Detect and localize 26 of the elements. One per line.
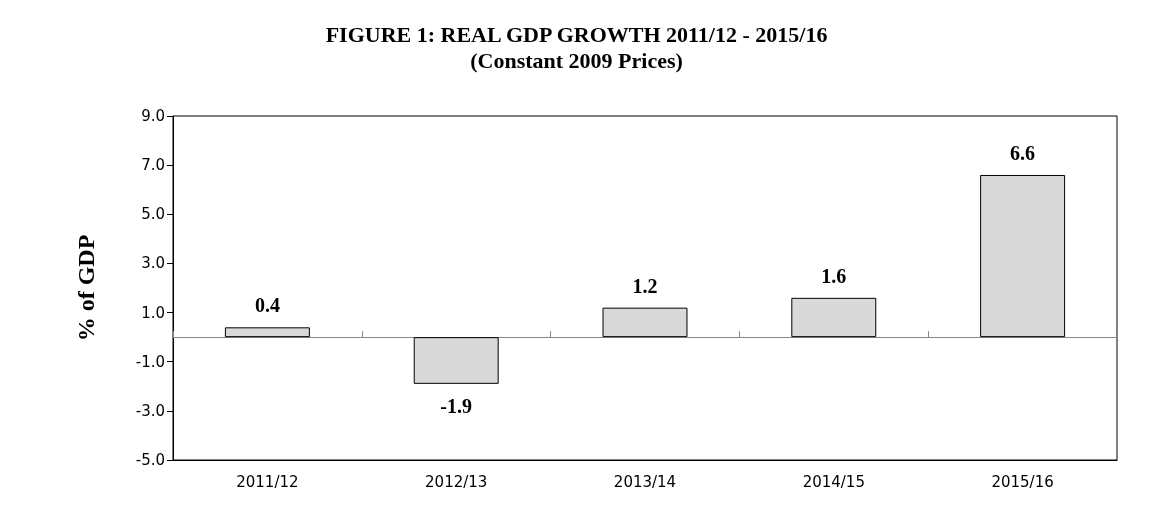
y-tick-label: 3.0	[141, 254, 165, 273]
chart-subtitle: (Constant 2009 Prices)	[470, 47, 683, 73]
bar	[602, 307, 688, 338]
bar	[980, 174, 1066, 338]
y-tick-label: 5.0	[141, 205, 165, 224]
bar	[224, 327, 310, 338]
y-tick-label: -3.0	[135, 401, 165, 420]
x-tick-label: 2015/16	[991, 472, 1054, 491]
data-label: 1.2	[632, 274, 658, 297]
y-tick-label: -5.0	[135, 451, 165, 469]
data-label: 0.4	[254, 294, 280, 317]
x-tick-label: 2014/15	[802, 472, 865, 491]
bar	[413, 337, 499, 384]
x-tick-label: 2011/12	[236, 472, 299, 491]
y-axis-title: % of GDP	[73, 234, 99, 342]
chart-title: FIGURE 1: REAL GDP GROWTH 2011/12 - 2015/16	[325, 21, 828, 47]
data-label: 6.6	[1010, 141, 1036, 164]
bar	[791, 297, 877, 338]
y-tick-label: -1.0	[135, 352, 165, 371]
y-tick-label: 7.0	[141, 156, 165, 175]
x-tick-label: 2012/13	[425, 472, 488, 491]
y-tick-label: 9.0	[141, 107, 165, 125]
data-label: -1.9	[440, 394, 473, 417]
data-label: 1.6	[821, 264, 847, 287]
x-tick-label: 2013/14	[613, 472, 677, 491]
y-tick-label: 1.0	[141, 303, 165, 322]
